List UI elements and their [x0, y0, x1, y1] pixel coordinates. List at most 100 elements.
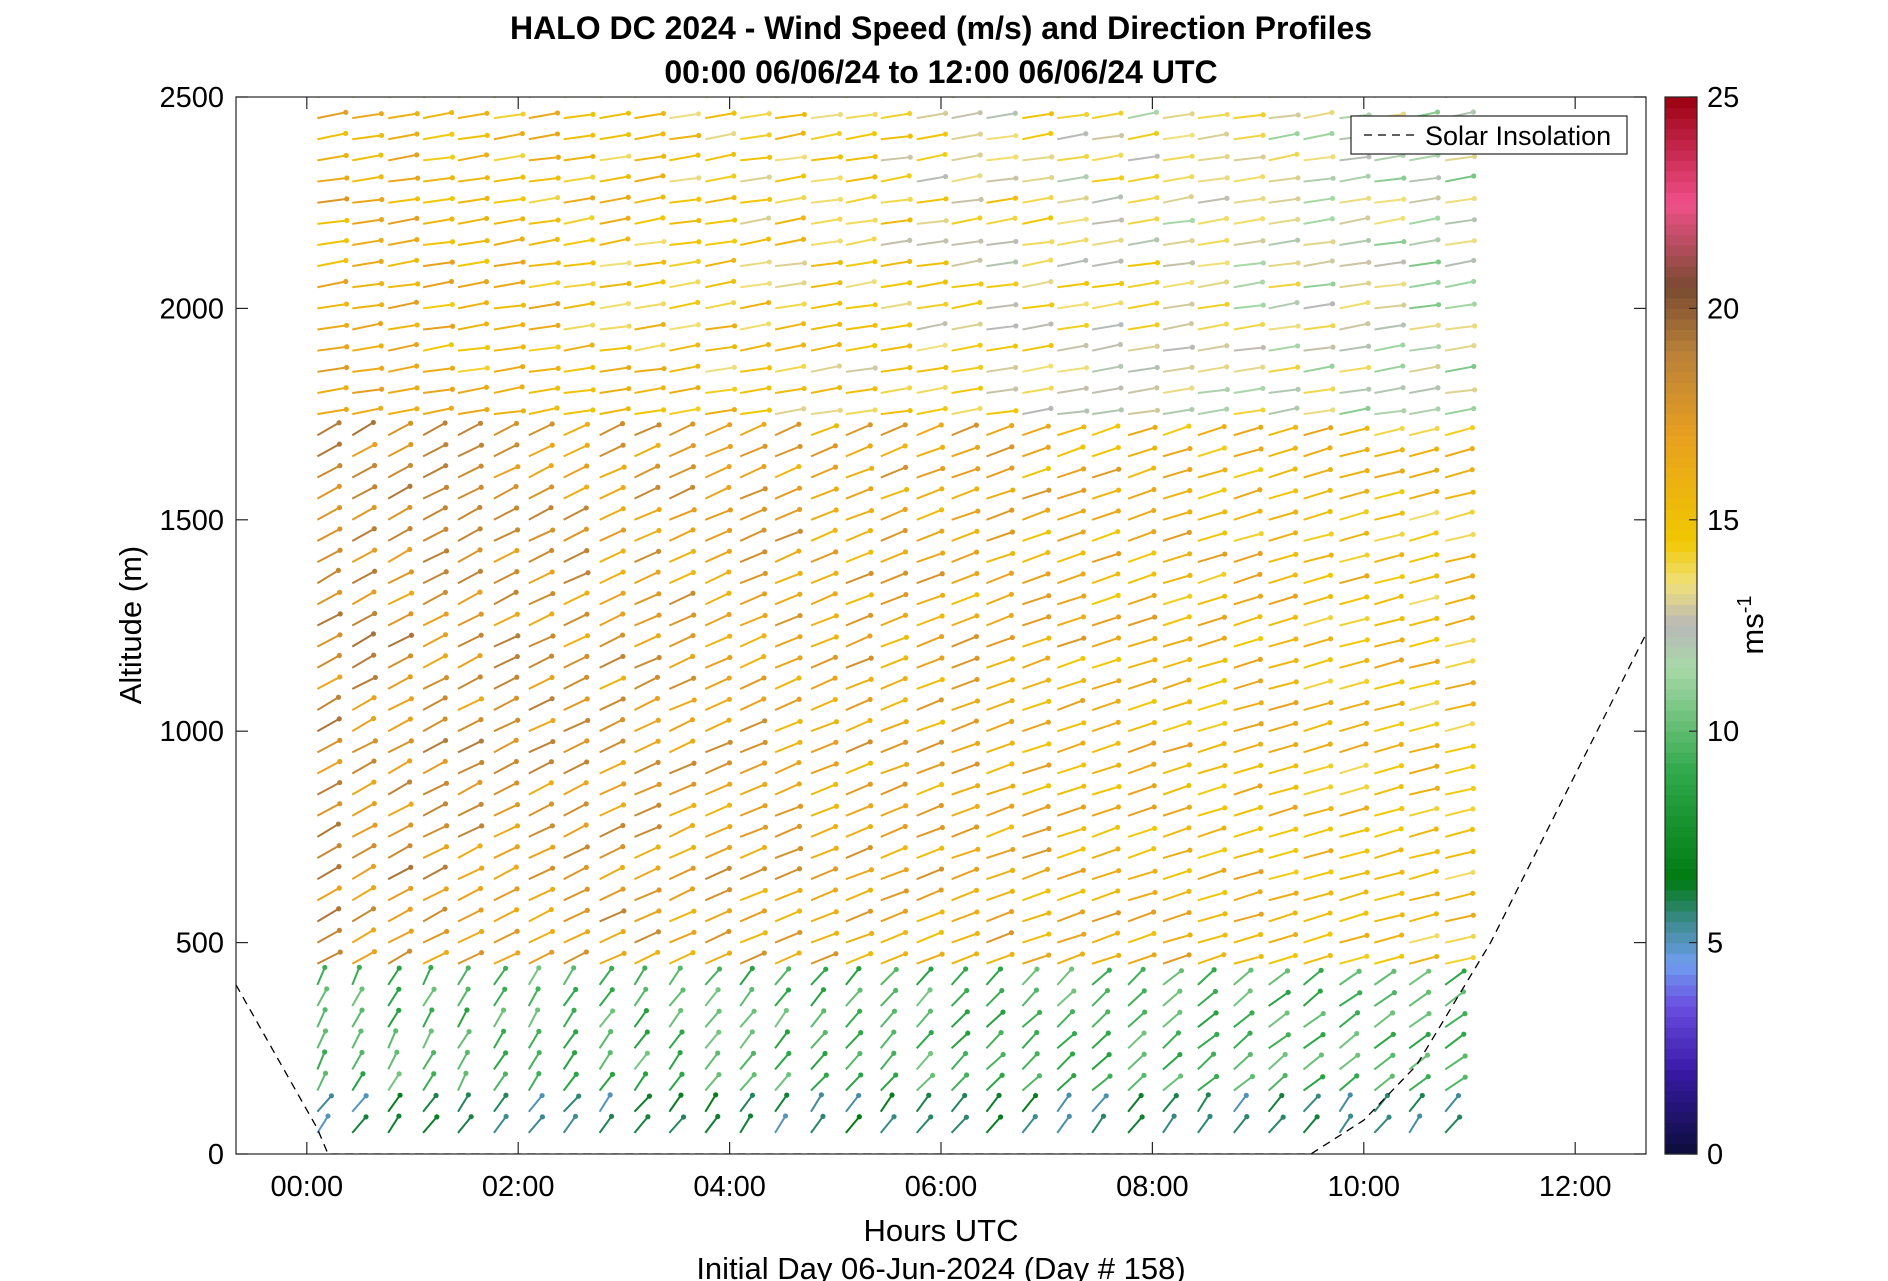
wind-barb-head: [1009, 529, 1016, 535]
y-tick-label: 0: [208, 1139, 224, 1171]
wind-barb-head: [1009, 740, 1015, 746]
wind-barb: [1091, 700, 1119, 712]
wind-barb-head: [1084, 408, 1090, 414]
wind-barb: [1302, 990, 1321, 1007]
wind-barb-head: [1295, 175, 1301, 181]
wind-barb: [704, 635, 731, 648]
wind-barb: [704, 465, 730, 479]
wind-barb-head: [642, 965, 648, 971]
wind-barb: [493, 281, 523, 289]
wind-barb-head: [1366, 280, 1372, 286]
wind-barb: [880, 323, 910, 331]
wind-barb-head: [977, 299, 983, 306]
wind-barb: [1162, 911, 1190, 923]
wind-barb-head: [477, 885, 484, 892]
wind-barb: [845, 132, 875, 141]
wind-barb: [528, 1094, 543, 1113]
wind-barb: [1022, 240, 1052, 246]
wind-barb-head: [483, 215, 490, 222]
wind-barb: [1091, 365, 1121, 373]
wind-barb: [1374, 892, 1403, 902]
wind-barb: [915, 968, 932, 986]
wind-barb: [1197, 261, 1228, 268]
wind-barb-head: [644, 1050, 650, 1056]
wind-barb-head: [691, 760, 697, 766]
wind-barb-head: [655, 569, 661, 575]
wind-barb: [388, 112, 418, 120]
wind-barb: [1233, 239, 1264, 246]
wind-barb: [1339, 322, 1369, 331]
wind-barb-head: [907, 110, 913, 117]
wind-barb: [422, 988, 435, 1007]
wind-barb-head: [465, 986, 471, 992]
wind-barb-head: [1257, 825, 1263, 832]
wind-barb-head: [1211, 967, 1217, 973]
wind-barb-head: [1400, 88, 1405, 93]
wind-barb: [1409, 407, 1439, 416]
wind-barb: [740, 366, 770, 373]
wind-barb: [1338, 1011, 1359, 1028]
wind-barb-head: [1045, 888, 1051, 894]
wind-barb: [705, 301, 734, 310]
wind-barb: [1197, 468, 1226, 479]
wind-barb-head: [837, 280, 843, 286]
wind-barb: [1127, 870, 1156, 881]
wind-barb-head: [654, 674, 661, 680]
wind-barb-head: [761, 591, 768, 597]
wind-barb: [562, 1052, 576, 1070]
wind-barb-head: [1224, 175, 1230, 181]
wind-barb: [1339, 785, 1367, 796]
wind-barb: [704, 1052, 719, 1071]
wind-barb: [1197, 891, 1226, 902]
wind-barb-head: [396, 1071, 402, 1077]
wind-barb-head: [1009, 634, 1015, 641]
wind-barb-head: [1118, 217, 1125, 223]
wind-barb-head: [907, 133, 913, 139]
wind-barb: [1197, 848, 1225, 859]
wind-barb-head: [1080, 740, 1086, 746]
wind-barb-head: [1224, 364, 1230, 370]
wind-barb: [563, 282, 594, 289]
wind-barb: [1092, 134, 1122, 141]
wind-barb: [1409, 345, 1439, 352]
wind-barb-head: [550, 844, 556, 850]
colorbar-segment: [1665, 223, 1697, 236]
wind-barb: [669, 323, 699, 331]
y-tick-label: 1000: [159, 716, 224, 748]
colorbar-segment: [1665, 847, 1697, 859]
wind-barb: [1022, 303, 1052, 310]
wind-barb: [1127, 366, 1158, 373]
wind-barb: [598, 1052, 612, 1070]
wind-barb-head: [726, 569, 732, 575]
wind-barb-head: [1399, 489, 1405, 495]
wind-barb-head: [660, 385, 666, 391]
wind-barb-head: [584, 696, 590, 702]
wind-barb-head: [1186, 888, 1192, 894]
wind-barb-head: [1222, 932, 1228, 938]
wind-barb: [1056, 615, 1084, 627]
wind-barb: [1197, 425, 1225, 437]
wind-barb-head: [372, 484, 378, 490]
wind-barb: [880, 218, 911, 225]
colorbar-segment: [1665, 456, 1697, 468]
wind-barb: [1232, 1094, 1248, 1113]
wind-barb: [422, 443, 447, 458]
wind-barb-head: [1221, 741, 1227, 747]
wind-barb-head: [621, 464, 627, 470]
wind-barb: [316, 951, 341, 965]
wind-barb: [1091, 869, 1119, 881]
wind-barb-head: [1401, 239, 1407, 245]
wind-barb: [1444, 554, 1474, 564]
wind-barb-head: [442, 653, 449, 659]
wind-barb-head: [645, 1114, 651, 1120]
wind-barb-head: [1399, 890, 1405, 896]
colorbar-segment: [1665, 974, 1697, 986]
wind-barb-head: [1118, 258, 1124, 264]
wind-barb-head: [1151, 698, 1157, 704]
wind-barb-head: [974, 783, 981, 789]
wind-barb-head: [1154, 279, 1160, 285]
wind-barb-head: [761, 844, 768, 851]
wind-barb: [1022, 784, 1049, 796]
wind-barb: [351, 760, 375, 775]
wind-barb-head: [867, 443, 873, 449]
